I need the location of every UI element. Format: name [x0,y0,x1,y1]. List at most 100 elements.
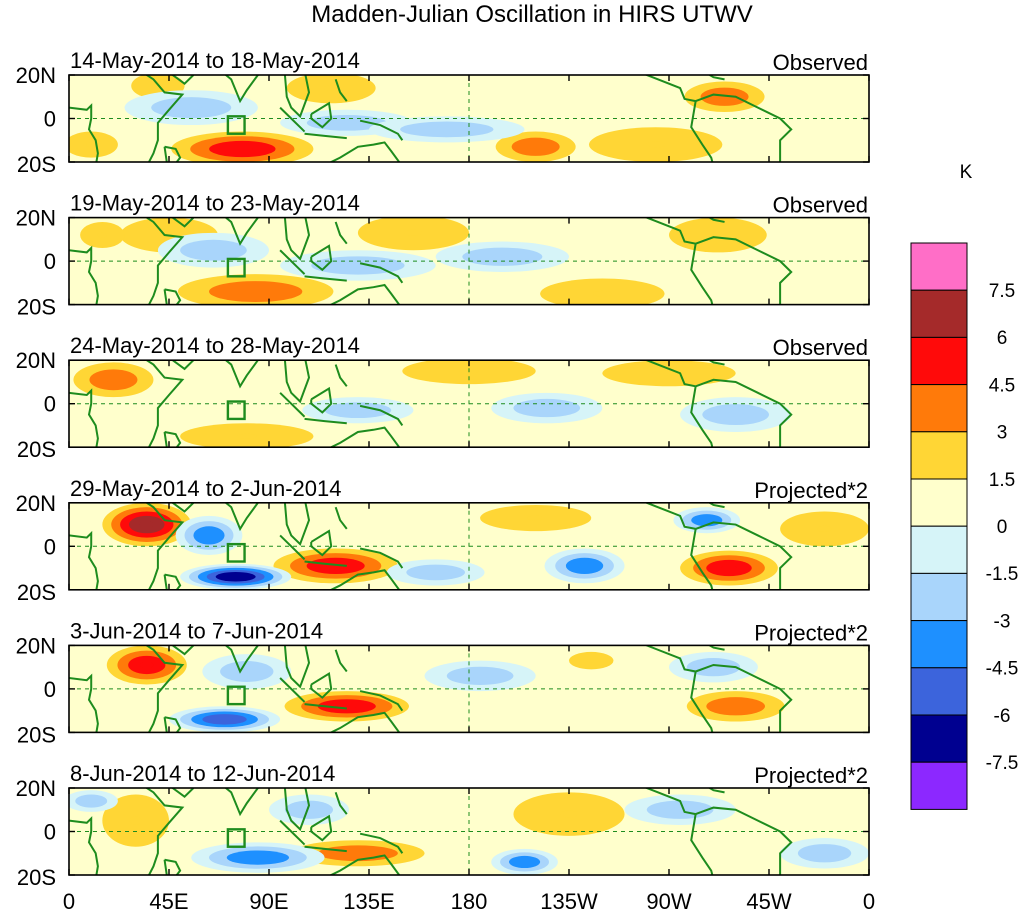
reference-box [226,257,246,278]
x-tick-label: 0 [63,889,75,914]
anomaly-core [592,290,612,297]
panel-3: 20N 0 20S 24-May-2014 to 28-May-2014 Observe… [16,333,870,462]
colorbar-swatch [910,667,968,716]
x-tick-label: 180 [451,889,488,914]
anomaly-core [527,515,545,521]
coastlines [69,788,793,875]
anomaly-core [302,806,316,813]
y-tick-label: 0 [44,534,56,559]
anomaly-core [139,520,155,529]
colorbar-tick-label: 6 [997,328,1008,349]
colorbar-swatch [910,478,968,527]
coastlines [69,502,793,590]
y-tick-label: 20N [16,206,56,231]
anomaly-core [538,405,556,411]
anomaly-field [69,75,765,162]
anomaly-core [659,370,679,376]
anomaly-field [102,502,869,590]
reference-box [226,685,246,706]
y-tick-label: 20S [17,580,56,605]
colorbar-tick-label: -3 [994,611,1011,632]
anomaly-core [492,253,513,260]
colorbar: K 7.5 6 4.5 3 1.5 0 -1.5 -3 -4.5 -6 -7.5 [910,162,1019,810]
anomaly-core [727,703,744,710]
x-tick-label: 90E [249,889,288,914]
anomaly-core [645,141,666,148]
panel-2: 20N 0 20S 19-May-2014 to 23-May-2014 Observe… [16,191,870,320]
y-tick-label: 0 [44,392,56,417]
y-tick-label: 0 [44,677,56,702]
y-tick-label: 20S [17,295,56,320]
x-tick-label: 90W [646,889,691,914]
panel-period: 24-May-2014 to 28-May-2014 [70,333,360,358]
reference-box [226,828,246,848]
anomaly-core [586,658,596,663]
panel-period: 8-Jun-2014 to 12-Jun-2014 [70,761,335,786]
anomaly-core [528,143,543,150]
reference-box [226,115,246,135]
panel-6: 20N 0 20S 8-Jun-2014 to 12-Jun-2014 Projecte… [16,761,870,890]
anomaly-core [231,145,253,153]
colorbar-swatch [910,242,968,291]
anomaly-core [181,104,202,111]
panel-period: 14-May-2014 to 18-May-2014 [70,48,360,73]
colorbar-tick-label: -1.5 [986,564,1019,585]
anomaly-core [347,850,368,856]
panel-type-label: Observed [773,50,868,75]
y-tick-label: 20N [16,776,56,801]
reference-box [226,400,246,421]
anomaly-core [247,854,268,861]
colorbar-swatch [910,761,968,810]
anomaly-core [435,126,459,132]
anomaly-core [404,229,423,236]
anomaly-core [227,574,245,580]
panel-stack: 20N 0 20S 14-May-2014 to 18-May-2014 Observe… [16,48,870,890]
anomaly-core [215,716,234,722]
y-tick-label: 0 [44,249,56,274]
anomaly-core [349,407,367,413]
anomaly-core [86,798,97,804]
anomaly-field [69,790,869,875]
y-tick-label: 20S [17,865,56,890]
colorbar-swatch [910,336,968,386]
anomaly-core [427,569,444,575]
colorbar-tick-label: -4.5 [986,659,1019,680]
anomaly-core [244,288,267,295]
panel-period: 3-Jun-2014 to 7-Jun-2014 [70,618,323,643]
panel-5: 20N 0 20S 3-Jun-2014 to 7-Jun-2014 Projected… [16,618,870,747]
y-tick-label: 0 [44,107,56,132]
colorbar-tick-label: 0 [997,517,1008,538]
colorbar-swatch [910,620,968,669]
coastlines [69,645,793,733]
colorbar-tick-label: 7.5 [989,281,1015,302]
x-tick-label: 45E [149,889,188,914]
anomaly-core [817,850,832,857]
anomaly-core [721,564,737,572]
anomaly-core [139,661,154,669]
colorbar-tick-label: -6 [994,706,1011,727]
colorbar-tick-label: 1.5 [989,470,1015,491]
y-tick-label: 20S [17,722,56,747]
colorbar-unit: K [960,162,973,183]
panel-period: 19-May-2014 to 23-May-2014 [70,191,360,216]
coastlines [69,75,793,162]
anomaly-core [727,411,745,418]
y-tick-label: 20S [17,152,56,177]
colorbar-swatch [910,289,968,338]
panel-1: 20N 0 20S 14-May-2014 to 18-May-2014 Observe… [16,48,870,177]
x-axis-tick-labels: 0 45E 90E 135E 180 135W 90W 45W 0 [63,889,875,914]
y-tick-label: 0 [44,820,56,845]
anomaly-core [817,525,832,532]
anomaly-field [106,645,785,733]
anomaly-core [700,517,713,523]
y-tick-label: 20S [17,437,56,462]
y-tick-label: 20N [16,491,56,516]
anomaly-core [129,816,142,825]
panel-type-label: Observed [773,335,868,360]
panel-4: 20N 0 20S 29-May-2014 to 2-Jun-2014 Projecte… [16,476,870,605]
anomaly-core [323,85,339,91]
x-tick-label: 45W [746,889,791,914]
colorbar-swatch [910,572,968,622]
panel-period: 29-May-2014 to 2-Jun-2014 [70,476,342,501]
